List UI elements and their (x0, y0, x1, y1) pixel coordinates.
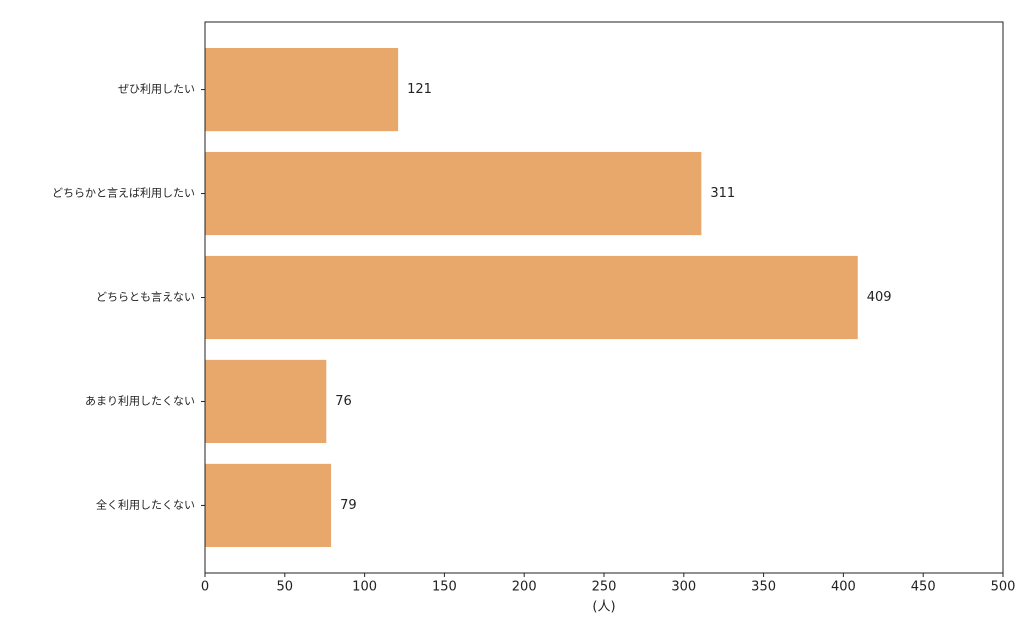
value-label: 121 (407, 82, 432, 97)
x-tick-label: 350 (751, 580, 776, 595)
value-label: 409 (867, 290, 892, 305)
x-tick-label: 500 (991, 580, 1016, 595)
y-tick-label: どちらとも言えない (96, 291, 195, 304)
x-tick-label: 150 (432, 580, 457, 595)
value-label: 76 (335, 394, 352, 409)
x-tick-label: 200 (512, 580, 537, 595)
y-tick-label: どちらかと言えば利用したい (52, 187, 195, 200)
plot-frame (204, 21, 1004, 574)
x-tick-label: 100 (352, 580, 377, 595)
y-tick-label: 全く利用したくない (96, 497, 195, 511)
bar (205, 151, 702, 236)
x-tick-label: 400 (831, 580, 856, 595)
bar (205, 255, 858, 340)
x-tick-label: 300 (671, 580, 696, 595)
bar (205, 47, 399, 132)
x-tick-label: 250 (592, 580, 617, 595)
y-tick-label: ぜひ利用したい (118, 83, 195, 96)
value-label: 311 (710, 186, 735, 201)
bar (205, 463, 332, 548)
value-label: 79 (340, 498, 357, 513)
x-axis-label: (人) (592, 600, 615, 615)
bar (205, 359, 327, 444)
x-tick-label: 50 (277, 580, 294, 595)
x-tick-label: 0 (201, 580, 209, 595)
x-tick-label: 450 (911, 580, 936, 595)
y-tick-label: あまり利用したくない (85, 394, 195, 407)
